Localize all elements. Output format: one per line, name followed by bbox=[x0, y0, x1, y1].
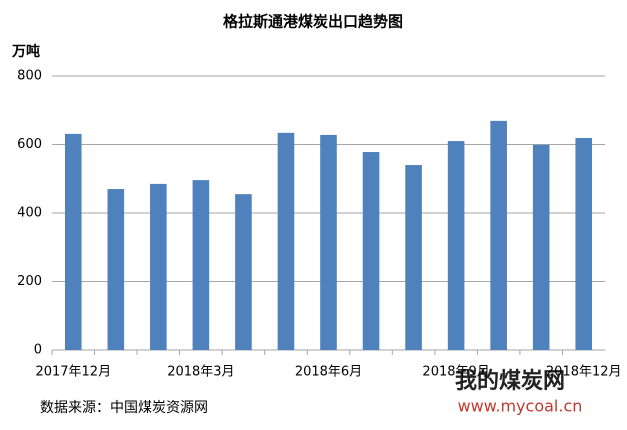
bar bbox=[490, 120, 507, 351]
y-unit: 万吨 bbox=[11, 43, 40, 60]
y-tick-label: 400 bbox=[17, 206, 42, 221]
bar bbox=[150, 183, 167, 350]
bar bbox=[320, 134, 337, 350]
bar bbox=[235, 194, 252, 350]
y-tick-label: 600 bbox=[17, 137, 42, 152]
x-tick-label: 2017年12月 bbox=[35, 365, 111, 380]
y-tick-label: 200 bbox=[17, 274, 42, 289]
y-tick-label: 0 bbox=[34, 343, 42, 358]
bar bbox=[107, 189, 125, 350]
bar bbox=[192, 180, 210, 350]
x-tick-label: 2018年12月 bbox=[546, 365, 622, 380]
bar bbox=[532, 144, 550, 350]
watermark-name: 我的煤炭网 bbox=[455, 368, 565, 394]
x-tick-label: 2018年9月 bbox=[422, 365, 489, 380]
bar bbox=[575, 137, 593, 350]
y-tick-label: 800 bbox=[17, 69, 42, 84]
bar bbox=[447, 141, 465, 350]
watermark-url: www.mycoal.cn bbox=[458, 397, 583, 416]
bar bbox=[64, 133, 82, 350]
source-note: 数据来源：中国煤炭资源网 bbox=[40, 400, 208, 416]
chart-title: 格拉斯通港煤炭出口趋势图 bbox=[223, 13, 403, 31]
bar bbox=[405, 165, 422, 350]
x-tick-label: 2018年3月 bbox=[167, 365, 234, 380]
bar bbox=[362, 152, 380, 350]
x-tick-label: 2018年6月 bbox=[295, 365, 362, 380]
bar bbox=[277, 132, 295, 350]
